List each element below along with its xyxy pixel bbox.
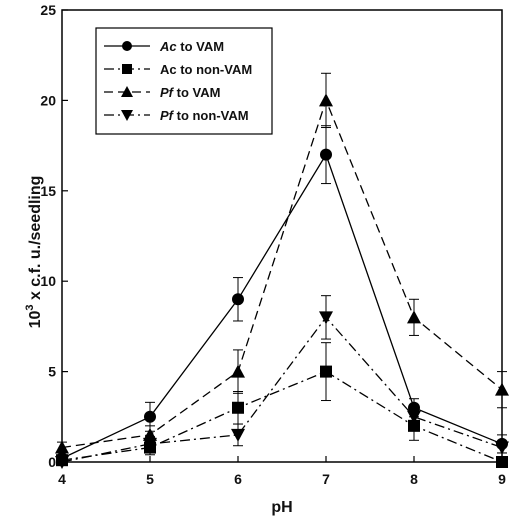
data-point-pf_nonvam [55,456,69,469]
legend: Ac to VAM Ac to non-VAM Pf to VAM Pf to non… [95,27,273,135]
x-tick-label: 4 [58,471,66,487]
legend-marker-ac_vam [122,41,132,51]
data-point-pf_vam [231,364,245,378]
y-axis-label-sup: 3 [24,305,36,311]
series-ac_vam [56,125,508,465]
legend-label-pf_nonvam: Pf to non-VAM [160,108,249,123]
data-point-pf_nonvam [231,428,245,442]
series-pf_nonvam [55,295,509,469]
series-line-ac_vam [61,153,503,459]
y-tick-label: 5 [48,364,56,380]
data-point-pf_nonvam [143,437,157,451]
data-point-ac_nonvam [496,456,508,468]
axis-ticks: 4 5 6 7 8 9 0 5 10 15 20 25 [40,2,506,487]
series-line-ac_nonvam [61,370,503,463]
series-line-pf_vam [61,98,503,449]
x-tick-label: 8 [410,471,418,487]
data-point-pf_nonvam [407,410,421,424]
y-tick-label: 20 [40,92,56,108]
x-tick-label: 7 [322,471,330,487]
legend-marker-pf_nonvam [121,110,133,121]
x-tick-label: 9 [498,471,506,487]
y-axis-label-main: 10 [27,311,44,329]
data-point-pf_nonvam [495,441,509,455]
legend-marker-pf_vam [121,86,133,97]
x-tick-label: 5 [146,471,154,487]
y-tick-label: 25 [40,2,56,18]
y-axis-label: 103 x c.f. u./seedling [24,176,44,329]
series-layer [55,72,509,469]
data-point-pf_vam [143,427,157,441]
data-point-pf_vam [319,93,333,107]
data-point-pf_vam [407,310,421,324]
plot-frame [61,9,503,463]
data-point-pf_vam [495,382,509,396]
series-line-pf_nonvam [61,316,503,463]
y-tick-label: 10 [40,273,56,289]
data-point-ac_nonvam [320,365,332,378]
legend-label-pf_vam: Pf to VAM [160,85,220,100]
data-point-pf_nonvam [319,311,333,325]
plot-border [61,9,503,463]
data-point-ac_vam [320,148,332,161]
series-pf_vam [55,72,509,454]
x-tick-label: 6 [234,471,242,487]
legend-marker-ac_nonvam [122,64,132,74]
data-point-ac_nonvam [232,401,244,414]
legend-label-ac_nonvam: Ac to non-VAM [160,62,252,77]
legend-label-ac_vam: Ac to VAM [159,39,224,54]
data-point-ac_vam [232,293,244,306]
y-axis-label-rest: x c.f. u./seedling [27,176,44,305]
x-axis-label: pH [271,499,292,516]
data-point-ac_vam [144,410,156,423]
y-tick-label: 15 [40,183,56,199]
y-tick-label: 0 [48,454,56,470]
data-point-pf_vam [55,440,69,454]
